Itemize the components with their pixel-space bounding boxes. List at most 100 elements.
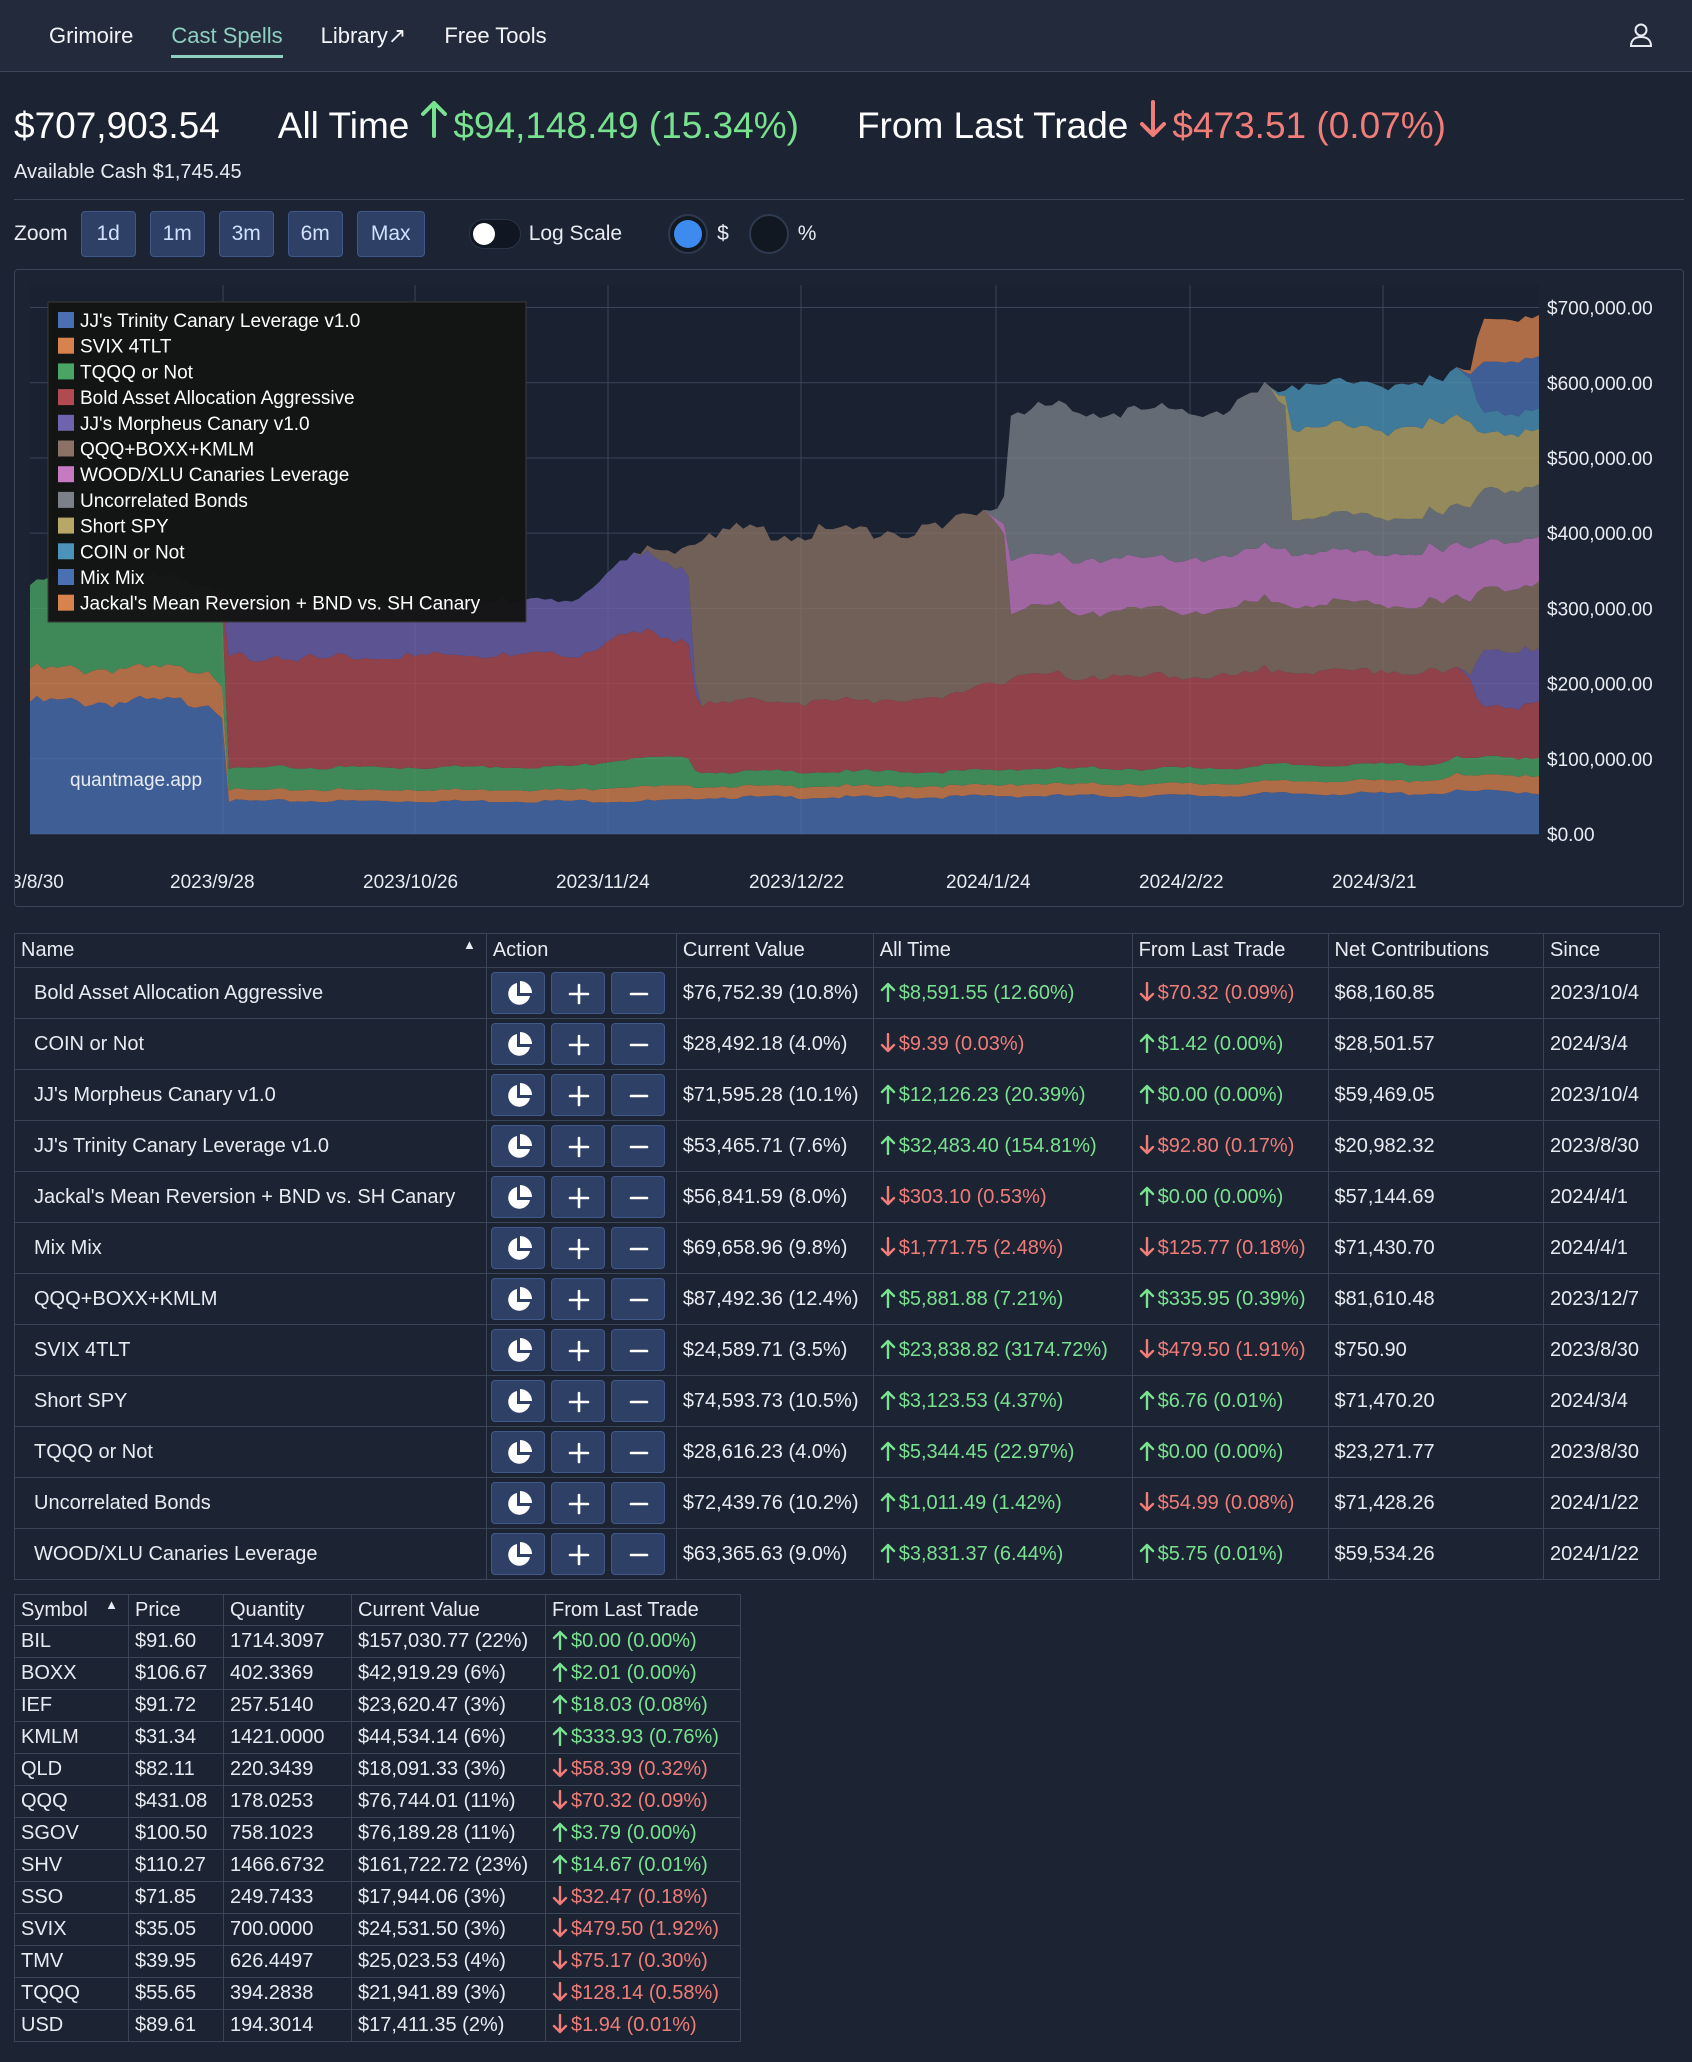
table-row[interactable]: Mix Mix $69,658.96 (9.8%) $1,771.75 (2.48%…: [14, 1222, 1660, 1274]
col-value-header[interactable]: Current Value: [675, 933, 874, 968]
allocation-pie-button[interactable]: [490, 1074, 545, 1116]
zoom-3m-button[interactable]: 3m: [218, 211, 274, 257]
log-scale-toggle[interactable]: [468, 219, 521, 249]
table-row[interactable]: QQQ+BOXX+KMLM $87,492.36 (12.4%) $5,881.88…: [14, 1273, 1660, 1325]
spell-name[interactable]: Short SPY: [14, 1375, 487, 1427]
legend-label[interactable]: QQQ+BOXX+KMLM: [80, 440, 254, 461]
legend-label[interactable]: JJ's Trinity Canary Leverage v1.0: [80, 311, 360, 332]
table-row[interactable]: TQQQ or Not $28,616.23 (4.0%) $5,344.45 (2…: [14, 1426, 1660, 1478]
spell-name[interactable]: Jackal's Mean Reversion + BND vs. SH Can…: [14, 1171, 487, 1223]
series-area[interactable]: [30, 572, 1539, 774]
user-icon[interactable]: [1628, 22, 1654, 48]
table-row[interactable]: Bold Asset Allocation Aggressive $76,752.…: [14, 967, 1660, 1019]
withdraw-button[interactable]: [610, 1329, 665, 1371]
withdraw-button[interactable]: [610, 1125, 665, 1167]
spell-name[interactable]: Uncorrelated Bonds: [14, 1477, 487, 1529]
percent-mode-radio[interactable]: [748, 214, 789, 254]
allocation-pie-button[interactable]: [490, 1533, 545, 1575]
legend-label[interactable]: COIN or Not: [80, 542, 185, 563]
allocation-pie-button[interactable]: [490, 1227, 545, 1269]
legend-label[interactable]: Uncorrelated Bonds: [80, 491, 248, 512]
legend-label[interactable]: WOOD/XLU Canaries Leverage: [80, 465, 349, 486]
legend-label[interactable]: SVIX 4TLT: [80, 337, 172, 358]
series-area[interactable]: [30, 509, 1539, 707]
allocation-pie-button[interactable]: [490, 1329, 545, 1371]
dollar-mode-radio[interactable]: [668, 214, 709, 254]
zoom-6m-button[interactable]: 6m: [287, 211, 343, 257]
withdraw-button[interactable]: [610, 1227, 665, 1269]
add-funds-button[interactable]: [550, 1125, 605, 1167]
withdraw-button[interactable]: [610, 972, 665, 1014]
withdraw-button[interactable]: [610, 1023, 665, 1065]
zoom-1m-button[interactable]: 1m: [149, 211, 205, 257]
legend-label[interactable]: JJ's Morpheus Canary v1.0: [80, 414, 310, 435]
legend-label[interactable]: Mix Mix: [80, 568, 145, 589]
spell-name[interactable]: QQQ+BOXX+KMLM: [14, 1273, 487, 1325]
allocation-pie-button[interactable]: [490, 1482, 545, 1524]
legend-label[interactable]: Jackal's Mean Reversion + BND vs. SH Can…: [80, 594, 481, 615]
allocation-pie-button[interactable]: [490, 1278, 545, 1320]
table-row[interactable]: Jackal's Mean Reversion + BND vs. SH Can…: [14, 1171, 1660, 1223]
add-funds-button[interactable]: [550, 1278, 605, 1320]
series-area[interactable]: [30, 550, 1539, 710]
table-row[interactable]: COIN or Not $28,492.18 (4.0%) $9.39 (0.03%…: [14, 1018, 1660, 1070]
col-lasttrade-header[interactable]: From Last Trade: [545, 1594, 741, 1626]
withdraw-button[interactable]: [610, 1482, 665, 1524]
col-net-header[interactable]: Net Contributions: [1327, 933, 1545, 968]
withdraw-button[interactable]: [610, 1176, 665, 1218]
legend-label[interactable]: Bold Asset Allocation Aggressive: [80, 388, 355, 409]
add-funds-button[interactable]: [550, 1227, 605, 1269]
spell-name[interactable]: TQQQ or Not: [14, 1426, 487, 1478]
table-row[interactable]: Uncorrelated Bonds $72,439.76 (10.2%) $1,0…: [14, 1477, 1660, 1529]
col-value-header[interactable]: Current Value: [351, 1594, 546, 1626]
series-area[interactable]: [30, 509, 1539, 617]
col-alltime-header[interactable]: All Time: [872, 933, 1133, 968]
portfolio-chart[interactable]: quantmage.app $700,000.00 $600,000.00 $500,…: [14, 269, 1684, 907]
withdraw-button[interactable]: [610, 1380, 665, 1422]
legend-label[interactable]: TQQQ or Not: [80, 362, 194, 383]
col-since-header[interactable]: Since: [1543, 933, 1660, 968]
add-funds-button[interactable]: [550, 1074, 605, 1116]
add-funds-button[interactable]: [550, 1329, 605, 1371]
col-action-header[interactable]: Action: [485, 933, 677, 968]
series-area[interactable]: [30, 695, 1539, 834]
legend-label[interactable]: Short SPY: [80, 517, 169, 538]
spell-name[interactable]: SVIX 4TLT: [14, 1324, 487, 1376]
nav-grimoire[interactable]: Grimoire: [49, 22, 134, 48]
add-funds-button[interactable]: [550, 1176, 605, 1218]
allocation-pie-button[interactable]: [490, 972, 545, 1014]
spell-name[interactable]: JJ's Trinity Canary Leverage v1.0: [14, 1120, 487, 1172]
zoom-1d-button[interactable]: 1d: [80, 211, 136, 257]
allocation-pie-button[interactable]: [490, 1125, 545, 1167]
series-area[interactable]: [30, 367, 1539, 610]
table-row[interactable]: Short SPY $74,593.73 (10.5%) $3,123.53 (4.…: [14, 1375, 1660, 1427]
table-row[interactable]: JJ's Trinity Canary Leverage v1.0 $53,465…: [14, 1120, 1660, 1172]
spell-name[interactable]: COIN or Not: [14, 1018, 487, 1070]
table-row[interactable]: WOOD/XLU Canaries Leverage $63,365.63 (9.…: [14, 1528, 1660, 1580]
allocation-pie-button[interactable]: [490, 1431, 545, 1473]
add-funds-button[interactable]: [550, 1431, 605, 1473]
zoom-max-button[interactable]: Max: [356, 211, 425, 257]
spell-name[interactable]: WOOD/XLU Canaries Leverage: [14, 1528, 487, 1580]
add-funds-button[interactable]: [550, 1023, 605, 1065]
nav-cast-spells[interactable]: Cast Spells: [171, 19, 283, 58]
add-funds-button[interactable]: [550, 1380, 605, 1422]
add-funds-button[interactable]: [550, 972, 605, 1014]
col-price-header[interactable]: Price: [128, 1594, 224, 1626]
withdraw-button[interactable]: [610, 1278, 665, 1320]
table-row[interactable]: JJ's Morpheus Canary v1.0 $71,595.28 (10.…: [14, 1069, 1660, 1121]
series-area[interactable]: [30, 381, 1539, 610]
add-funds-button[interactable]: [550, 1533, 605, 1575]
table-row[interactable]: SVIX 4TLT $24,589.71 (3.5%) $23,838.82 (31…: [14, 1324, 1660, 1376]
col-lasttrade-header[interactable]: From Last Trade: [1131, 933, 1329, 968]
stacked-area-chart[interactable]: quantmage.app $700,000.00 $600,000.00 $500,…: [15, 270, 1685, 908]
series-area[interactable]: [30, 663, 1539, 803]
spell-name[interactable]: Bold Asset Allocation Aggressive: [14, 967, 487, 1019]
withdraw-button[interactable]: [610, 1533, 665, 1575]
spell-name[interactable]: JJ's Morpheus Canary v1.0: [14, 1069, 487, 1121]
add-funds-button[interactable]: [550, 1482, 605, 1524]
spell-name[interactable]: Mix Mix: [14, 1222, 487, 1274]
nav-library[interactable]: Library↗: [320, 22, 407, 48]
allocation-pie-button[interactable]: [490, 1023, 545, 1065]
col-name-header[interactable]: Name ▲: [14, 933, 487, 968]
